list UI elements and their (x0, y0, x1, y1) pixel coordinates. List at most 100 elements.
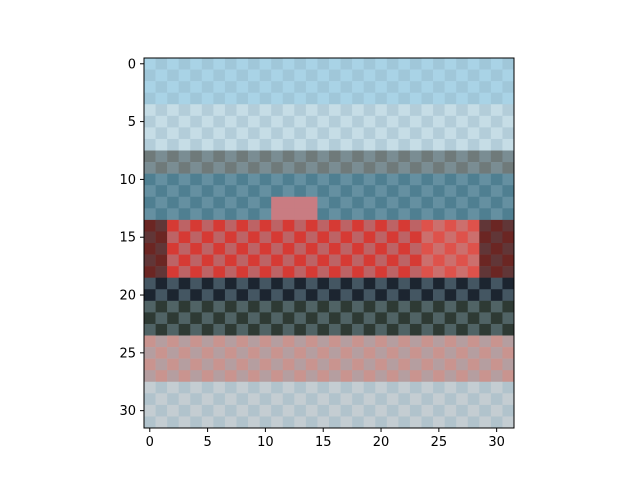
pixel-cell (352, 208, 364, 221)
pixel-cell (352, 81, 364, 93)
pixel-cell (271, 138, 284, 151)
pixel-cell (398, 300, 411, 313)
pixel-cell (375, 381, 388, 394)
pixel-cell (409, 185, 422, 198)
pixel-cell (259, 335, 272, 348)
pixel-cell (282, 277, 295, 290)
pixel-cell (294, 335, 307, 348)
pixel-cell (375, 416, 388, 429)
pixel-cell (363, 289, 376, 302)
pixel-cell (375, 219, 388, 232)
pixel-cell (363, 115, 376, 128)
pixel-cell (409, 162, 422, 174)
pixel-cell (398, 312, 411, 325)
pixel-cell (236, 266, 249, 278)
pixel-cell (155, 208, 168, 221)
pixel-cell (340, 219, 353, 232)
pixel-cell (155, 335, 168, 348)
pixel-cell (421, 92, 434, 105)
pixel-cell (271, 289, 284, 302)
pixel-cell (155, 127, 168, 140)
pixel-cell (259, 243, 272, 255)
pixel-cell (363, 104, 376, 117)
pixel-cell (375, 243, 388, 255)
pixel-cell (282, 81, 295, 93)
pixel-cell (167, 162, 179, 174)
pixel-cell (398, 104, 411, 117)
pixel-cell (213, 312, 226, 325)
pixel-cell (317, 150, 330, 163)
pixel-cell (444, 185, 457, 198)
pixel-cell (375, 208, 388, 221)
pixel-cell (305, 162, 318, 174)
pixel-cell (340, 323, 353, 336)
pixel-cell (167, 289, 179, 302)
pixel-cell (224, 243, 237, 255)
pixel-cell (444, 254, 457, 267)
image-heatmap (144, 58, 515, 429)
pixel-cell (317, 277, 330, 290)
pixel-cell (178, 393, 191, 406)
pixel-cell (467, 300, 480, 313)
pixel-cell (363, 335, 376, 348)
pixel-cell (317, 208, 330, 221)
pixel-cell (201, 416, 214, 429)
pixel-cell (317, 393, 330, 406)
pixel-cell (479, 416, 492, 429)
pixel-cell (167, 335, 179, 348)
pixel-cell (178, 104, 191, 117)
pixel-cell (398, 69, 411, 82)
pixel-cell (398, 162, 411, 174)
pixel-cell (340, 312, 353, 325)
pixel-cell (144, 231, 156, 244)
pixel-cell (317, 92, 330, 105)
pixel-cell (352, 219, 364, 232)
pixel-cell (329, 289, 341, 302)
pixel-cell (479, 115, 492, 128)
pixel-cell (294, 254, 307, 267)
pixel-cell (178, 150, 191, 163)
pixel-cell (398, 358, 411, 371)
pixel-cell (190, 393, 203, 406)
pixel-cell (375, 277, 388, 290)
pixel-cell (329, 300, 341, 313)
pixel-cell (490, 138, 503, 151)
pixel-cell (433, 312, 445, 325)
pixel-cell (490, 312, 503, 325)
pixel-cell (444, 335, 457, 348)
pixel-cell (317, 231, 330, 244)
pixel-cell (375, 404, 388, 417)
pixel-cell (456, 358, 469, 371)
pixel-cell (502, 335, 515, 348)
pixel-cell (248, 312, 260, 325)
pixel-cell (329, 347, 341, 359)
pixel-cell (329, 381, 341, 394)
pixel-cell (144, 300, 156, 313)
pixel-cell (178, 69, 191, 82)
pixel-cell (375, 185, 388, 198)
pixel-cell (386, 162, 399, 174)
pixel-cell (155, 370, 168, 383)
pixel-cell (398, 115, 411, 128)
pixel-cell (444, 173, 457, 186)
pixel-cell (340, 404, 353, 417)
pixel-cell (329, 92, 341, 105)
pixel-cell (490, 162, 503, 174)
pixel-cell (178, 289, 191, 302)
pixel-cell (398, 393, 411, 406)
pixel-cell (363, 196, 376, 209)
pixel-cell (201, 300, 214, 313)
pixel-cell (213, 243, 226, 255)
x-tick-label: 25 (431, 435, 448, 450)
pixel-cell (409, 381, 422, 394)
y-axis: 0 5 10 15 20 25 30 (119, 57, 144, 419)
pixel-cell (386, 196, 399, 209)
pixel-cell (317, 335, 330, 348)
pixel-cell (259, 196, 272, 209)
pixel-cell (375, 370, 388, 383)
pixel-cell (271, 243, 284, 255)
pixel-cell (271, 335, 284, 348)
pixel-cell (317, 312, 330, 325)
pixel-cell (352, 196, 364, 209)
pixel-cell (363, 393, 376, 406)
